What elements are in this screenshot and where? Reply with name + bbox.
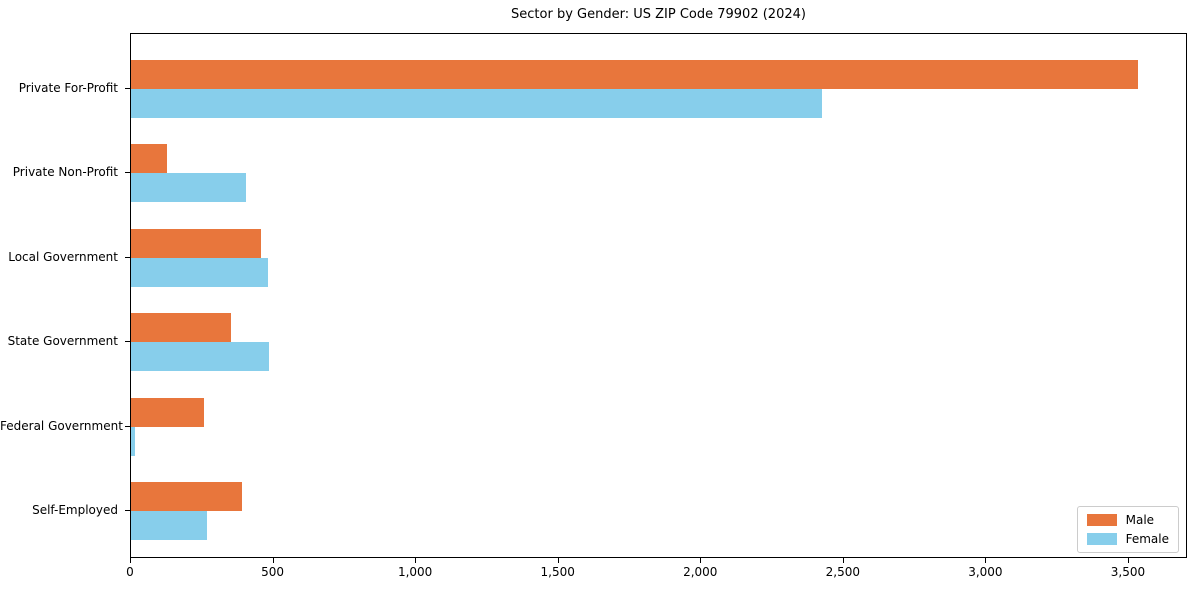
bar-female-federal-government xyxy=(131,426,135,456)
y-tick-label-federal-government: Federal Government xyxy=(0,418,123,433)
x-tick-mark xyxy=(415,558,417,563)
x-tick-label-500: 500 xyxy=(261,565,285,579)
bar-male-self-employed xyxy=(131,482,242,511)
y-tick-label-private-non-profit: Private Non-Profit xyxy=(12,165,118,180)
legend-label-female: Female xyxy=(1125,532,1169,546)
y-tick-mark xyxy=(125,88,130,89)
legend-swatch-male xyxy=(1086,514,1117,526)
x-tick-mark xyxy=(842,558,844,563)
bar-male-federal-government xyxy=(131,397,204,427)
x-tick-label-1500: 1,500 xyxy=(540,565,575,579)
legend-item-female: Female xyxy=(1086,532,1169,546)
bar-male-state-government xyxy=(131,313,231,343)
bar-female-local-government xyxy=(131,257,268,287)
y-tick-mark xyxy=(125,510,130,511)
y-tick-label-private-for-profit: Private For-Profit xyxy=(18,81,118,95)
legend: Male Female xyxy=(1076,506,1179,553)
bar-female-private-for-profit xyxy=(131,89,822,118)
x-tick-mark xyxy=(700,558,702,563)
y-tick-mark xyxy=(125,172,130,174)
x-tick-mark xyxy=(130,558,131,563)
legend-label-male: Male xyxy=(1125,513,1155,527)
x-tick-label-2500: 2,500 xyxy=(825,565,861,579)
x-tick-mark xyxy=(1127,558,1129,563)
x-tick-label-3500: 3,500 xyxy=(1110,565,1146,579)
bar-male-private-non-profit xyxy=(131,144,167,174)
bar-male-private-for-profit xyxy=(131,60,1138,89)
y-tick-mark xyxy=(125,425,130,427)
chart-title: Sector by Gender: US ZIP Code 79902 (202… xyxy=(511,7,806,22)
legend-swatch-female xyxy=(1086,533,1117,545)
y-tick-label-local-government: Local Government xyxy=(8,249,118,264)
y-tick-mark xyxy=(125,341,130,343)
y-tick-mark xyxy=(125,256,130,258)
bar-female-self-employed xyxy=(131,511,207,540)
x-tick-mark xyxy=(985,558,987,563)
y-tick-label-self-employed: Self-Employed xyxy=(32,503,118,517)
bar-male-local-government xyxy=(131,228,261,258)
x-tick-label-0: 0 xyxy=(126,565,134,579)
x-tick-label-1000: 1,000 xyxy=(397,565,433,579)
y-tick-label-state-government: State Government xyxy=(7,334,118,349)
x-tick-label-3000: 3,000 xyxy=(968,565,1003,579)
x-tick-mark xyxy=(272,558,274,563)
legend-item-male: Male xyxy=(1086,513,1169,527)
x-tick-label-2000: 2,000 xyxy=(683,565,718,579)
plot-area: Male Female xyxy=(130,33,1187,558)
x-tick-mark xyxy=(557,558,559,563)
bar-female-state-government xyxy=(131,342,269,372)
bar-female-private-non-profit xyxy=(131,173,246,203)
